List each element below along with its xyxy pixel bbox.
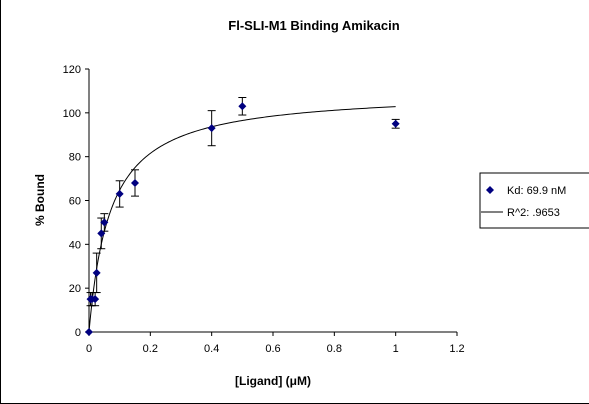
y-tick-label: 120	[63, 64, 81, 76]
data-point	[207, 124, 216, 133]
plot-area	[89, 69, 457, 332]
legend-entry-points: Kd: 69.9 nM	[507, 185, 566, 197]
x-tick-label: 0	[86, 343, 92, 355]
y-tick-label: 20	[69, 283, 81, 295]
data-points-layer	[85, 102, 400, 336]
data-point	[100, 218, 109, 227]
legend: Kd: 69.9 nM R^2: .9653	[479, 172, 589, 229]
x-tick-label: 0.4	[204, 343, 219, 355]
y-axis-ticks: 0 20 40 60 80 100 120	[63, 64, 89, 339]
x-tick-label: 0.6	[265, 343, 280, 355]
legend-entry-fit: R^2: .9653	[507, 207, 560, 219]
data-point	[92, 268, 101, 277]
data-point	[115, 189, 124, 198]
y-tick-label: 100	[63, 108, 81, 120]
x-tick-label: 1	[393, 343, 399, 355]
data-point	[238, 102, 247, 111]
y-axis-label: % Bound	[33, 174, 47, 226]
x-tick-label: 1.2	[449, 343, 464, 355]
data-point	[85, 328, 93, 336]
x-tick-label: 0.2	[143, 343, 158, 355]
data-point	[97, 229, 106, 238]
legend-diamond-icon	[486, 186, 494, 194]
y-tick-label: 0	[75, 327, 81, 339]
x-tick-label: 0.8	[327, 343, 342, 355]
chart-title: Fl-SLI-M1 Binding Amikacin	[228, 18, 399, 33]
x-axis-ticks: 0 0.2 0.4 0.6 0.8 1 1.2	[86, 332, 465, 355]
y-tick-label: 60	[69, 196, 81, 208]
data-point	[131, 178, 139, 187]
y-tick-label: 40	[69, 239, 81, 251]
y-tick-label: 80	[69, 152, 81, 164]
data-point	[391, 119, 400, 128]
data-point	[91, 295, 100, 304]
x-axis-label: [Ligand] (μM)	[235, 374, 311, 388]
legend-box	[479, 172, 589, 229]
